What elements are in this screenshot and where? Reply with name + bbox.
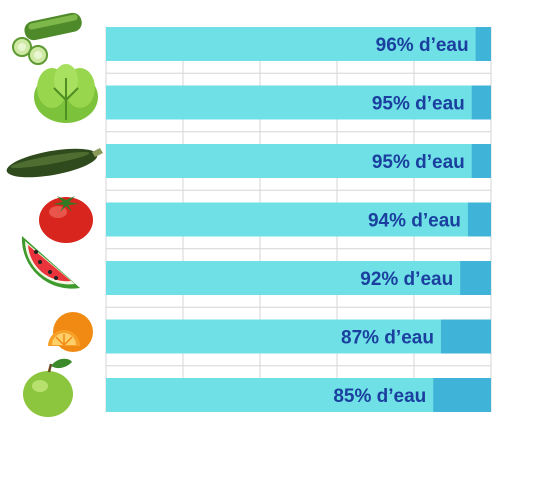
bars: 96% d’eau 95% d’eau 95% d’eau 94% d’eau 92% … <box>106 27 491 412</box>
bar <box>106 202 468 237</box>
bar <box>106 319 441 354</box>
bar-row: 85% d’eau <box>106 378 491 412</box>
bar <box>106 378 434 412</box>
bar-row: 95% d’eau <box>106 144 491 178</box>
bar-row: 96% d’eau <box>106 27 491 61</box>
bar-value-label: 96% d’eau <box>376 35 469 56</box>
cucumber-icon <box>12 12 82 65</box>
tomato-icon <box>39 196 93 243</box>
fruit-vegetable-icons <box>6 12 103 417</box>
bar <box>106 85 472 120</box>
zucchini-icon <box>6 148 103 178</box>
bar-row: 95% d’eau <box>106 85 491 120</box>
lettuce-icon <box>34 64 98 123</box>
bar-value-label: 85% d’eau <box>333 386 426 407</box>
bar-value-label: 94% d’eau <box>368 211 461 232</box>
bar-row: 87% d’eau <box>106 319 491 354</box>
bar-value-label: 95% d’eau <box>372 94 465 115</box>
apple-icon <box>23 358 73 417</box>
bar <box>106 144 472 178</box>
bar <box>106 261 461 295</box>
bar-value-label: 87% d’eau <box>341 328 434 349</box>
bar-value-label: 95% d’eau <box>372 152 465 173</box>
bar-row: 94% d’eau <box>106 202 491 237</box>
bar-row: 92% d’eau <box>106 261 491 295</box>
watermelon-icon <box>21 236 80 289</box>
bar <box>106 27 476 61</box>
bar-value-label: 92% d’eau <box>360 269 453 290</box>
orange-icon <box>48 312 93 352</box>
